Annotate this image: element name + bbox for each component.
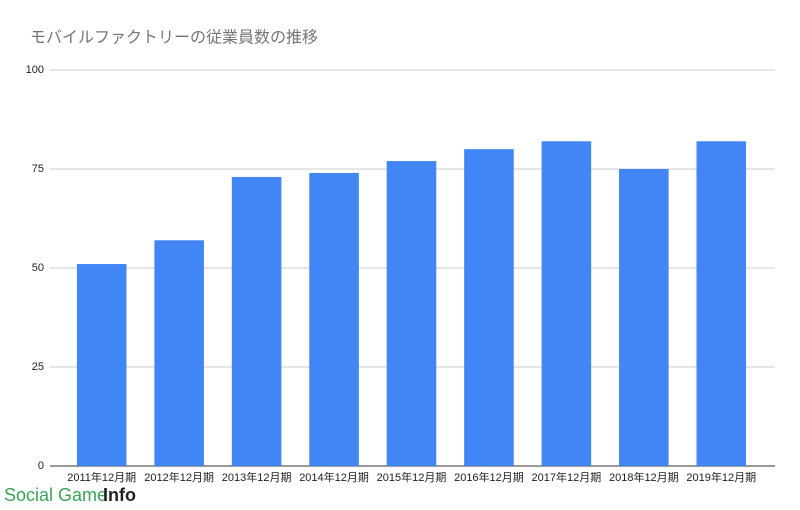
y-tick-label: 0	[38, 460, 44, 472]
y-tick-label: 75	[32, 163, 44, 175]
x-tick-label: 2019年12月期	[686, 470, 756, 484]
y-tick-label: 100	[26, 64, 44, 76]
x-tick-label: 2012年12月期	[144, 470, 214, 484]
bar	[76, 264, 127, 466]
watermark-suffix: Info	[103, 485, 136, 505]
chart-title: モバイルファクトリーの従業員数の推移	[30, 28, 318, 47]
x-tick-label: 2011年12月期	[67, 470, 136, 484]
x-tick-label: 2013年12月期	[222, 470, 292, 484]
x-tick-label: 2015年12月期	[377, 470, 447, 484]
bar	[464, 149, 514, 466]
watermark-brand: Social Game	[4, 485, 107, 505]
x-tick-label: 2014年12月期	[299, 470, 369, 484]
bar	[309, 172, 359, 466]
x-tick-label: 2016年12月期	[454, 470, 524, 484]
bar	[696, 141, 747, 466]
bar	[541, 141, 592, 466]
bar	[231, 176, 282, 467]
bar	[154, 240, 204, 466]
x-tick-label: 2017年12月期	[532, 470, 602, 484]
y-tick-label: 50	[32, 262, 44, 274]
bar	[619, 169, 669, 466]
x-tick-label: 2018年12月期	[609, 470, 679, 484]
y-tick-label: 25	[32, 361, 44, 373]
bar	[386, 161, 437, 466]
